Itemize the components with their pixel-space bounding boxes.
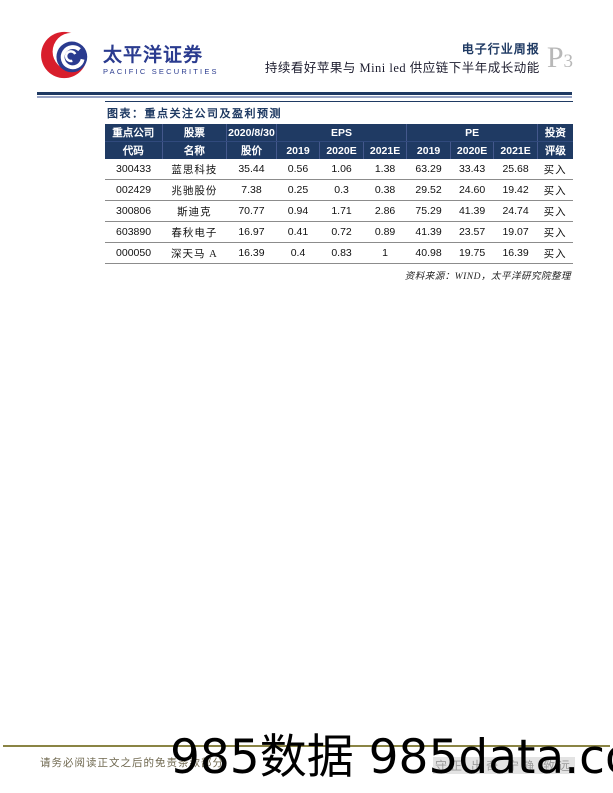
cell-eps-2021e: 2.86 (363, 200, 407, 222)
cell-eps-2020e: 1.06 (319, 159, 364, 180)
page-number-value: 3 (563, 51, 574, 72)
cell-code: 000050 (105, 242, 163, 264)
cell-eps-2020e: 0.3 (319, 179, 364, 201)
brand-name-en: PACIFIC SECURITIES (103, 66, 219, 76)
cell-rating: 买入 (537, 221, 573, 243)
cell-eps-2020e: 1.71 (319, 200, 364, 222)
cell-eps-2019: 0.41 (276, 221, 320, 243)
col-subheader-eps-2019: 2019 (275, 141, 320, 159)
page-number-prefix: P (546, 41, 564, 74)
col-subheader-eps-2021e: 2021E (362, 141, 407, 159)
cell-eps-2020e: 0.83 (319, 242, 364, 264)
col-subheader-pe-2019: 2019 (406, 141, 451, 159)
col-group-eps: EPS (275, 124, 407, 142)
series-title: 电子行业周报 (461, 42, 540, 56)
cell-pe-2019: 75.29 (406, 200, 451, 222)
table-row: 002429 兆驰股份 7.38 0.25 0.3 0.38 29.52 24.… (105, 179, 573, 201)
motto-text: 守正 出奇 宁静 致远 (432, 757, 575, 774)
header-right: 电子行业周报 持续看好苹果与 Mini led 供应链下半年成长动能 P3 (265, 30, 573, 78)
cell-pe-2020e: 41.39 (450, 200, 494, 222)
cell-pe-2021e: 19.42 (493, 179, 538, 201)
cell-eps-2019: 0.94 (276, 200, 320, 222)
table-head-row-groups: 重点公司 股票 2020/8/30 EPS PE 投资 (105, 124, 573, 142)
table-row: 300433 蓝思科技 35.44 0.56 1.06 1.38 63.29 3… (105, 159, 573, 180)
forecast-table: 重点公司 股票 2020/8/30 EPS PE 投资 代码 名称 股价 201… (105, 124, 573, 264)
cell-rating: 买入 (537, 179, 573, 201)
cell-name: 兆驰股份 (162, 179, 227, 201)
cell-pe-2021e: 19.07 (493, 221, 538, 243)
brand-name-cn: 太平洋证券 (103, 44, 204, 66)
cell-eps-2019: 0.25 (276, 179, 320, 201)
cell-pe-2020e: 19.75 (450, 242, 494, 264)
col-subheader-price: 股价 (226, 141, 277, 159)
cell-pe-2019: 41.39 (406, 221, 451, 243)
cell-price: 16.39 (226, 242, 277, 264)
col-header-price-date: 2020/8/30 (226, 124, 277, 142)
pacific-securities-logo: 太平洋证券 PACIFIC SECURITIES (40, 30, 219, 85)
cell-code: 300806 (105, 200, 163, 222)
cell-pe-2019: 63.29 (406, 159, 451, 180)
disclaimer-text: 请务必阅读正文之后的免责条款部分 (40, 758, 224, 769)
table-row: 000050 深天马 A 16.39 0.4 0.83 1 40.98 19.7… (105, 242, 573, 264)
forecast-figure: 图表：重点关注公司及盈利预测 重点公司 股票 2020/8/30 EPS PE … (105, 101, 573, 282)
table-row: 300806 斯迪克 70.77 0.94 1.71 2.86 75.29 41… (105, 200, 573, 222)
cell-pe-2019: 29.52 (406, 179, 451, 201)
col-header-stock: 股票 (161, 124, 227, 142)
cell-rating: 买入 (537, 159, 573, 180)
header-rule (37, 92, 572, 98)
cell-pe-2021e: 25.68 (493, 159, 538, 180)
col-group-pe: PE (406, 124, 538, 142)
cell-price: 35.44 (226, 159, 277, 180)
cell-name: 春秋电子 (162, 221, 227, 243)
cell-pe-2021e: 16.39 (493, 242, 538, 264)
cell-eps-2021e: 0.89 (363, 221, 407, 243)
table-head: 重点公司 股票 2020/8/30 EPS PE 投资 代码 名称 股价 201… (105, 124, 573, 159)
page-footer: 请务必阅读正文之后的免责条款部分 守正 出奇 宁静 致远 985数据 985da… (0, 734, 613, 793)
col-header-company: 重点公司 (105, 124, 163, 142)
cell-pe-2020e: 33.43 (450, 159, 494, 180)
watermark-text: 985数据 985data.com (170, 730, 613, 785)
cell-code: 300433 (105, 159, 163, 180)
table-head-row-sub: 代码 名称 股价 2019 2020E 2021E 2019 2020E 202… (105, 141, 573, 159)
footer-rule (3, 745, 610, 747)
cell-code: 603890 (105, 221, 163, 243)
page-header: 太平洋证券 PACIFIC SECURITIES 电子行业周报 持续看好苹果与 … (0, 0, 613, 85)
col-header-rating: 投资 (536, 124, 573, 142)
col-subheader-name: 名称 (161, 141, 227, 159)
col-subheader-eps-2020e: 2020E (319, 141, 364, 159)
cell-price: 70.77 (226, 200, 277, 222)
cell-price: 7.38 (226, 179, 277, 201)
cell-eps-2021e: 1.38 (363, 159, 407, 180)
col-subheader-rating: 评级 (536, 141, 573, 159)
cell-eps-2020e: 0.72 (319, 221, 364, 243)
cell-pe-2019: 40.98 (406, 242, 451, 264)
cell-rating: 买入 (537, 242, 573, 264)
cell-eps-2019: 0.56 (276, 159, 320, 180)
cell-name: 斯迪克 (162, 200, 227, 222)
col-subheader-pe-2021e: 2021E (493, 141, 538, 159)
page-number: P3 (547, 40, 573, 73)
cell-eps-2021e: 1 (363, 242, 407, 264)
cell-name: 深天马 A (162, 242, 227, 264)
cell-eps-2019: 0.4 (276, 242, 320, 264)
cell-price: 16.97 (226, 221, 277, 243)
cell-pe-2021e: 24.74 (493, 200, 538, 222)
logo-swirl-icon (40, 30, 96, 85)
cell-pe-2020e: 23.57 (450, 221, 494, 243)
table-row: 603890 春秋电子 16.97 0.41 0.72 0.89 41.39 2… (105, 221, 573, 243)
source-note: 资料来源：WIND，太平洋研究院整理 (404, 272, 571, 282)
cell-rating: 买入 (537, 200, 573, 222)
cell-eps-2021e: 0.38 (363, 179, 407, 201)
brand-text: 太平洋证券 PACIFIC SECURITIES (103, 40, 219, 76)
cell-name: 蓝思科技 (162, 159, 227, 180)
report-title: 持续看好苹果与 Mini led 供应链下半年成长动能 (264, 60, 540, 75)
table-body: 300433 蓝思科技 35.44 0.56 1.06 1.38 63.29 3… (105, 159, 573, 264)
figure-caption: 图表：重点关注公司及盈利预测 (107, 108, 282, 120)
cell-code: 002429 (105, 179, 163, 201)
cell-pe-2020e: 24.60 (450, 179, 494, 201)
header-titles: 电子行业周报 持续看好苹果与 Mini led 供应链下半年成长动能 (265, 40, 540, 78)
col-subheader-pe-2020e: 2020E (449, 141, 494, 159)
col-subheader-code: 代码 (105, 141, 163, 159)
